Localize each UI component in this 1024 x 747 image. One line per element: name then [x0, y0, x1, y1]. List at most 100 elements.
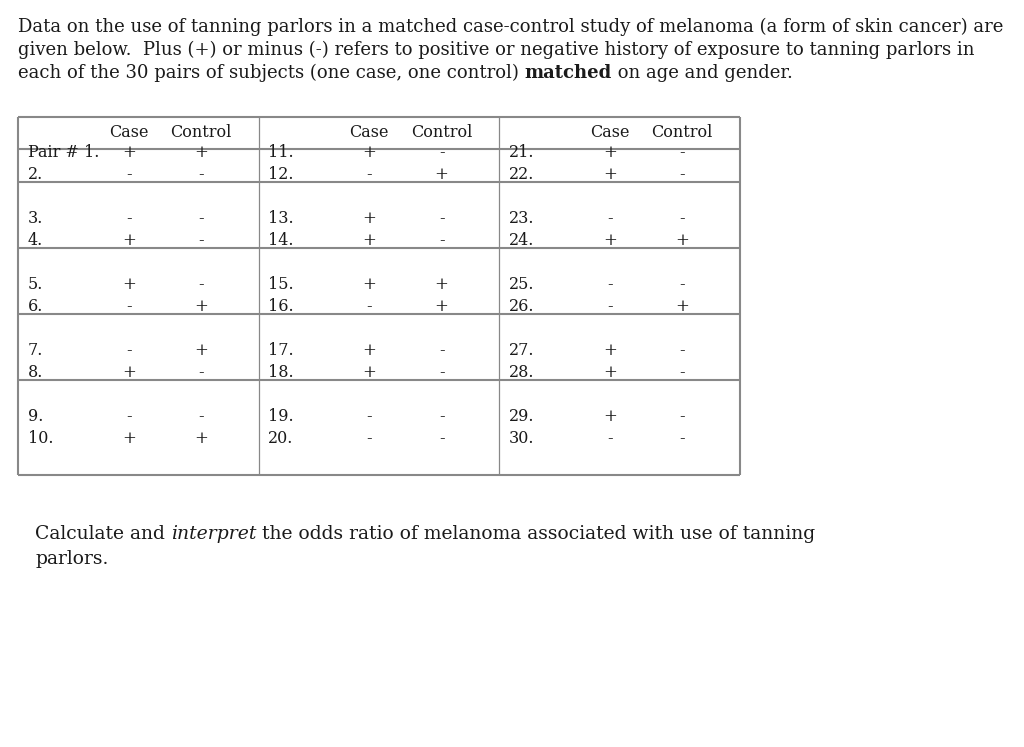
- Text: 24.: 24.: [509, 232, 535, 249]
- Text: +: +: [122, 144, 135, 161]
- Text: Case: Case: [349, 124, 389, 141]
- Text: -: -: [438, 342, 444, 359]
- Text: 25.: 25.: [509, 276, 535, 293]
- Text: -: -: [680, 364, 685, 381]
- Text: +: +: [362, 210, 376, 227]
- Text: +: +: [675, 232, 689, 249]
- Text: 19.: 19.: [268, 408, 294, 425]
- Text: Case: Case: [109, 124, 148, 141]
- Text: 27.: 27.: [509, 342, 535, 359]
- Text: Calculate and: Calculate and: [35, 525, 171, 543]
- Text: Control: Control: [411, 124, 472, 141]
- Text: 9.: 9.: [28, 408, 43, 425]
- Text: -: -: [438, 144, 444, 161]
- Text: 3.: 3.: [28, 210, 43, 227]
- Text: +: +: [434, 166, 449, 183]
- Text: +: +: [194, 342, 208, 359]
- Text: -: -: [438, 430, 444, 447]
- Text: -: -: [367, 298, 372, 315]
- Text: 23.: 23.: [509, 210, 535, 227]
- Text: 26.: 26.: [509, 298, 535, 315]
- Text: -: -: [438, 232, 444, 249]
- Text: the odds ratio of melanoma associated with use of tanning: the odds ratio of melanoma associated wi…: [256, 525, 815, 543]
- Text: 11.: 11.: [268, 144, 294, 161]
- Text: -: -: [438, 210, 444, 227]
- Text: -: -: [198, 276, 204, 293]
- Text: -: -: [680, 342, 685, 359]
- Text: 6.: 6.: [28, 298, 43, 315]
- Text: -: -: [126, 408, 131, 425]
- Text: +: +: [194, 298, 208, 315]
- Text: 15.: 15.: [268, 276, 294, 293]
- Text: +: +: [362, 342, 376, 359]
- Text: +: +: [603, 144, 617, 161]
- Text: 8.: 8.: [28, 364, 43, 381]
- Text: 21.: 21.: [509, 144, 535, 161]
- Text: +: +: [434, 298, 449, 315]
- Text: -: -: [198, 232, 204, 249]
- Text: 30.: 30.: [509, 430, 535, 447]
- Text: 28.: 28.: [509, 364, 535, 381]
- Text: +: +: [362, 144, 376, 161]
- Text: -: -: [126, 166, 131, 183]
- Text: matched: matched: [524, 64, 612, 82]
- Text: -: -: [367, 408, 372, 425]
- Text: +: +: [362, 232, 376, 249]
- Text: -: -: [367, 166, 372, 183]
- Text: +: +: [434, 276, 449, 293]
- Text: -: -: [198, 364, 204, 381]
- Text: 10.: 10.: [28, 430, 53, 447]
- Text: -: -: [607, 430, 612, 447]
- Text: -: -: [607, 298, 612, 315]
- Text: Data on the use of tanning parlors in a matched case-control study of melanoma (: Data on the use of tanning parlors in a …: [18, 18, 1004, 37]
- Text: Control: Control: [651, 124, 713, 141]
- Text: -: -: [680, 276, 685, 293]
- Text: -: -: [438, 408, 444, 425]
- Text: 22.: 22.: [509, 166, 535, 183]
- Text: +: +: [194, 430, 208, 447]
- Text: +: +: [675, 298, 689, 315]
- Text: +: +: [362, 364, 376, 381]
- Text: on age and gender.: on age and gender.: [612, 64, 793, 82]
- Text: -: -: [126, 342, 131, 359]
- Text: 17.: 17.: [268, 342, 294, 359]
- Text: +: +: [122, 430, 135, 447]
- Text: 4.: 4.: [28, 232, 43, 249]
- Text: 18.: 18.: [268, 364, 294, 381]
- Text: -: -: [198, 408, 204, 425]
- Text: -: -: [126, 298, 131, 315]
- Text: -: -: [367, 430, 372, 447]
- Text: -: -: [126, 210, 131, 227]
- Text: +: +: [603, 364, 617, 381]
- Text: -: -: [607, 276, 612, 293]
- Text: 2.: 2.: [28, 166, 43, 183]
- Text: -: -: [198, 210, 204, 227]
- Text: each of the 30 pairs of subjects (one case, one control): each of the 30 pairs of subjects (one ca…: [18, 64, 524, 82]
- Text: Control: Control: [170, 124, 231, 141]
- Text: interpret: interpret: [171, 525, 256, 543]
- Text: -: -: [680, 430, 685, 447]
- Text: parlors.: parlors.: [35, 550, 109, 568]
- Text: -: -: [607, 210, 612, 227]
- Text: 13.: 13.: [268, 210, 294, 227]
- Text: +: +: [122, 276, 135, 293]
- Text: -: -: [680, 166, 685, 183]
- Text: +: +: [194, 144, 208, 161]
- Text: -: -: [680, 210, 685, 227]
- Text: +: +: [603, 232, 617, 249]
- Text: 5.: 5.: [28, 276, 43, 293]
- Text: -: -: [438, 364, 444, 381]
- Text: -: -: [198, 166, 204, 183]
- Text: 29.: 29.: [509, 408, 535, 425]
- Text: given below.  Plus (+) or minus (-) refers to positive or negative history of ex: given below. Plus (+) or minus (-) refer…: [18, 41, 975, 59]
- Text: 12.: 12.: [268, 166, 294, 183]
- Text: Case: Case: [590, 124, 630, 141]
- Text: +: +: [603, 342, 617, 359]
- Text: -: -: [680, 408, 685, 425]
- Text: -: -: [680, 144, 685, 161]
- Text: +: +: [603, 166, 617, 183]
- Text: Pair # 1.: Pair # 1.: [28, 144, 99, 161]
- Text: 16.: 16.: [268, 298, 294, 315]
- Text: +: +: [362, 276, 376, 293]
- Text: 20.: 20.: [268, 430, 294, 447]
